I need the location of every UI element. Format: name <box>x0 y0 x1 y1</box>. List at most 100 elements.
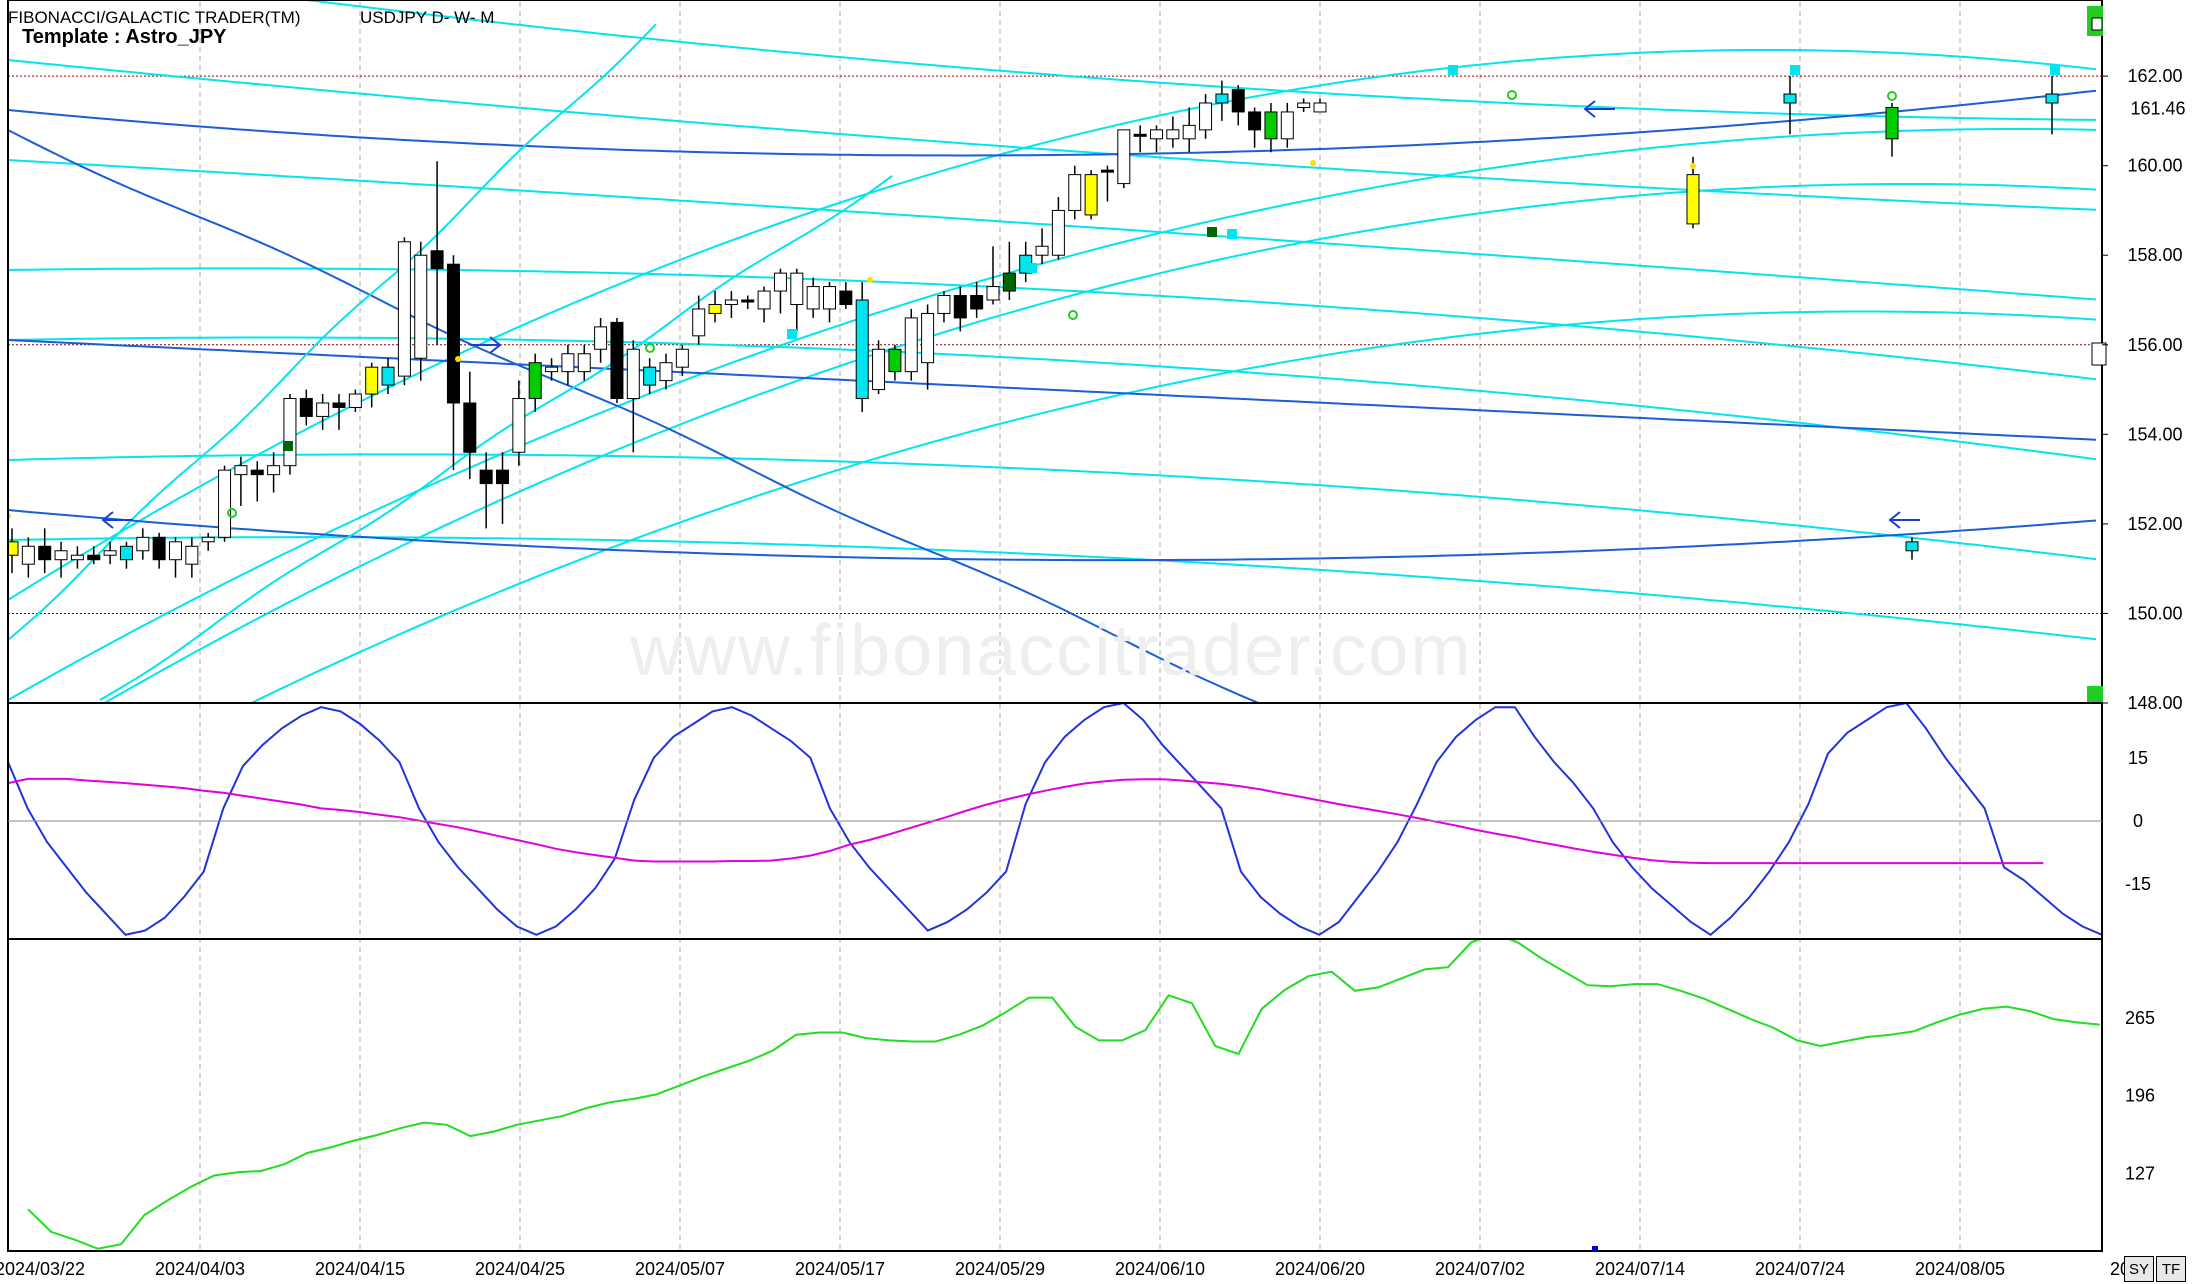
price-tick-label: 154.00 <box>2127 424 2182 444</box>
signal-markers <box>8 65 2060 529</box>
x-tick-label: 2024/05/07 <box>635 1259 725 1279</box>
candle-body <box>1264 111 1278 140</box>
symbol-label: USDJPY D- W- M <box>360 8 495 27</box>
candle-body <box>610 321 624 400</box>
cycle-band-light <box>8 49 2097 601</box>
signal-circle <box>1887 91 1897 101</box>
grid-lines <box>199 2 1961 1250</box>
candle-body <box>921 312 935 364</box>
x-tick-label: 2024/06/20 <box>1275 1259 1365 1279</box>
candle-body <box>348 393 362 408</box>
candle-body <box>839 290 853 305</box>
sy-button[interactable]: SY <box>2124 1256 2154 1282</box>
x-tick-label: 2024/05/29 <box>955 1259 1045 1279</box>
candle-body <box>626 348 640 400</box>
signal-circle <box>227 508 237 518</box>
candle-body <box>823 286 836 310</box>
oscillator-magenta-line <box>8 777 2044 865</box>
candle-body <box>953 295 967 319</box>
candle-body <box>1231 89 1245 113</box>
candle-body <box>675 348 689 368</box>
scroll-marker-icon <box>2091 342 2107 366</box>
price-tick-label: 158.00 <box>2127 245 2182 265</box>
cycle-band-light <box>8 336 2097 461</box>
candle-body <box>316 402 330 417</box>
candle-body <box>103 550 117 556</box>
lower-indicator-line <box>27 939 2100 1250</box>
cycle-band-light <box>299 0 2097 121</box>
candle-body <box>70 554 84 561</box>
cycle-band-light <box>8 128 2097 701</box>
candle-body <box>1117 129 1131 185</box>
candle-body <box>1248 111 1262 131</box>
left-arrow <box>101 511 133 529</box>
signal-square <box>1207 227 1217 237</box>
signal-square <box>1227 229 1237 239</box>
candle-body <box>479 469 493 485</box>
candle-body <box>332 402 346 408</box>
candle-body <box>8 541 19 556</box>
candle-body <box>2045 93 2059 104</box>
cycle-band-light <box>8 59 2097 211</box>
price-tick-label: 150.00 <box>2127 603 2182 623</box>
candle-body <box>463 402 477 453</box>
x-tick-label: 2024/04/03 <box>155 1259 245 1279</box>
cycle-band-light <box>102 183 2097 703</box>
chart-title: FIBONACCI/GALACTIC TRADER(TM) <box>8 8 301 27</box>
lower-tick-label: 265 <box>2125 1008 2155 1028</box>
candle-body <box>496 469 509 485</box>
watermark: www.fibonaccitrader.com <box>630 611 1473 691</box>
candle-body <box>790 272 804 305</box>
price-tick-label: 156.00 <box>2127 335 2182 355</box>
signal-circle <box>1507 90 1517 100</box>
time-cursor-marker <box>1592 1246 1598 1252</box>
candle-body <box>855 299 869 400</box>
candle-body <box>1783 93 1797 104</box>
x-tick-label: 2024/03/22 <box>0 1259 85 1279</box>
x-tick-label: 2024/08/05 <box>1915 1259 2005 1279</box>
tf-button[interactable]: TF <box>2156 1256 2186 1282</box>
last-price-label: 161.46 <box>2130 98 2185 118</box>
candle-body <box>250 469 264 476</box>
x-tick-label: 2024/05/17 <box>795 1259 885 1279</box>
candle-body <box>234 465 248 476</box>
candle-body <box>38 545 52 561</box>
signal-square <box>2050 65 2060 75</box>
candle-body <box>169 541 182 561</box>
price-tick-label: 162.00 <box>2127 66 2182 86</box>
cycle-band-dark <box>8 339 2097 441</box>
candle-body <box>299 398 313 417</box>
price-reference-lines <box>8 75 2102 614</box>
candle-body <box>218 469 232 538</box>
signal-dot <box>455 356 461 362</box>
candle-body <box>267 465 281 476</box>
candle-body <box>708 303 722 314</box>
template-label: Template : Astro_JPY <box>22 26 227 48</box>
candle-body <box>283 398 297 467</box>
window-icon <box>2091 17 2103 31</box>
candle-body <box>561 353 575 373</box>
candle-body <box>545 366 559 373</box>
left-arrow <box>1888 511 1920 529</box>
signal-square <box>1448 65 1458 75</box>
candle-body <box>1313 102 1327 113</box>
oscillator-lines <box>8 703 2102 937</box>
candle-body <box>201 536 215 543</box>
candle-body <box>692 308 706 337</box>
candle-body <box>152 536 166 561</box>
candle-body <box>1686 174 1700 225</box>
signal-circle <box>1068 310 1078 320</box>
candle-body <box>1280 111 1294 140</box>
cycle-band-light <box>8 453 2097 561</box>
x-tick-label: 2024/07/24 <box>1755 1259 1845 1279</box>
cycle-band-light <box>8 23 657 641</box>
candle-body <box>937 295 951 314</box>
candle-body <box>986 286 1000 301</box>
price-tick-label: 160.00 <box>2127 156 2182 176</box>
signal-dot <box>1310 160 1316 166</box>
axis-labels: 2024/03/22 2024/04/03 2024/04/15 2024/04/25… <box>0 66 2186 1279</box>
candle-body <box>185 545 199 565</box>
candle-body <box>741 299 755 303</box>
cycle-band-dark <box>8 89 2097 157</box>
